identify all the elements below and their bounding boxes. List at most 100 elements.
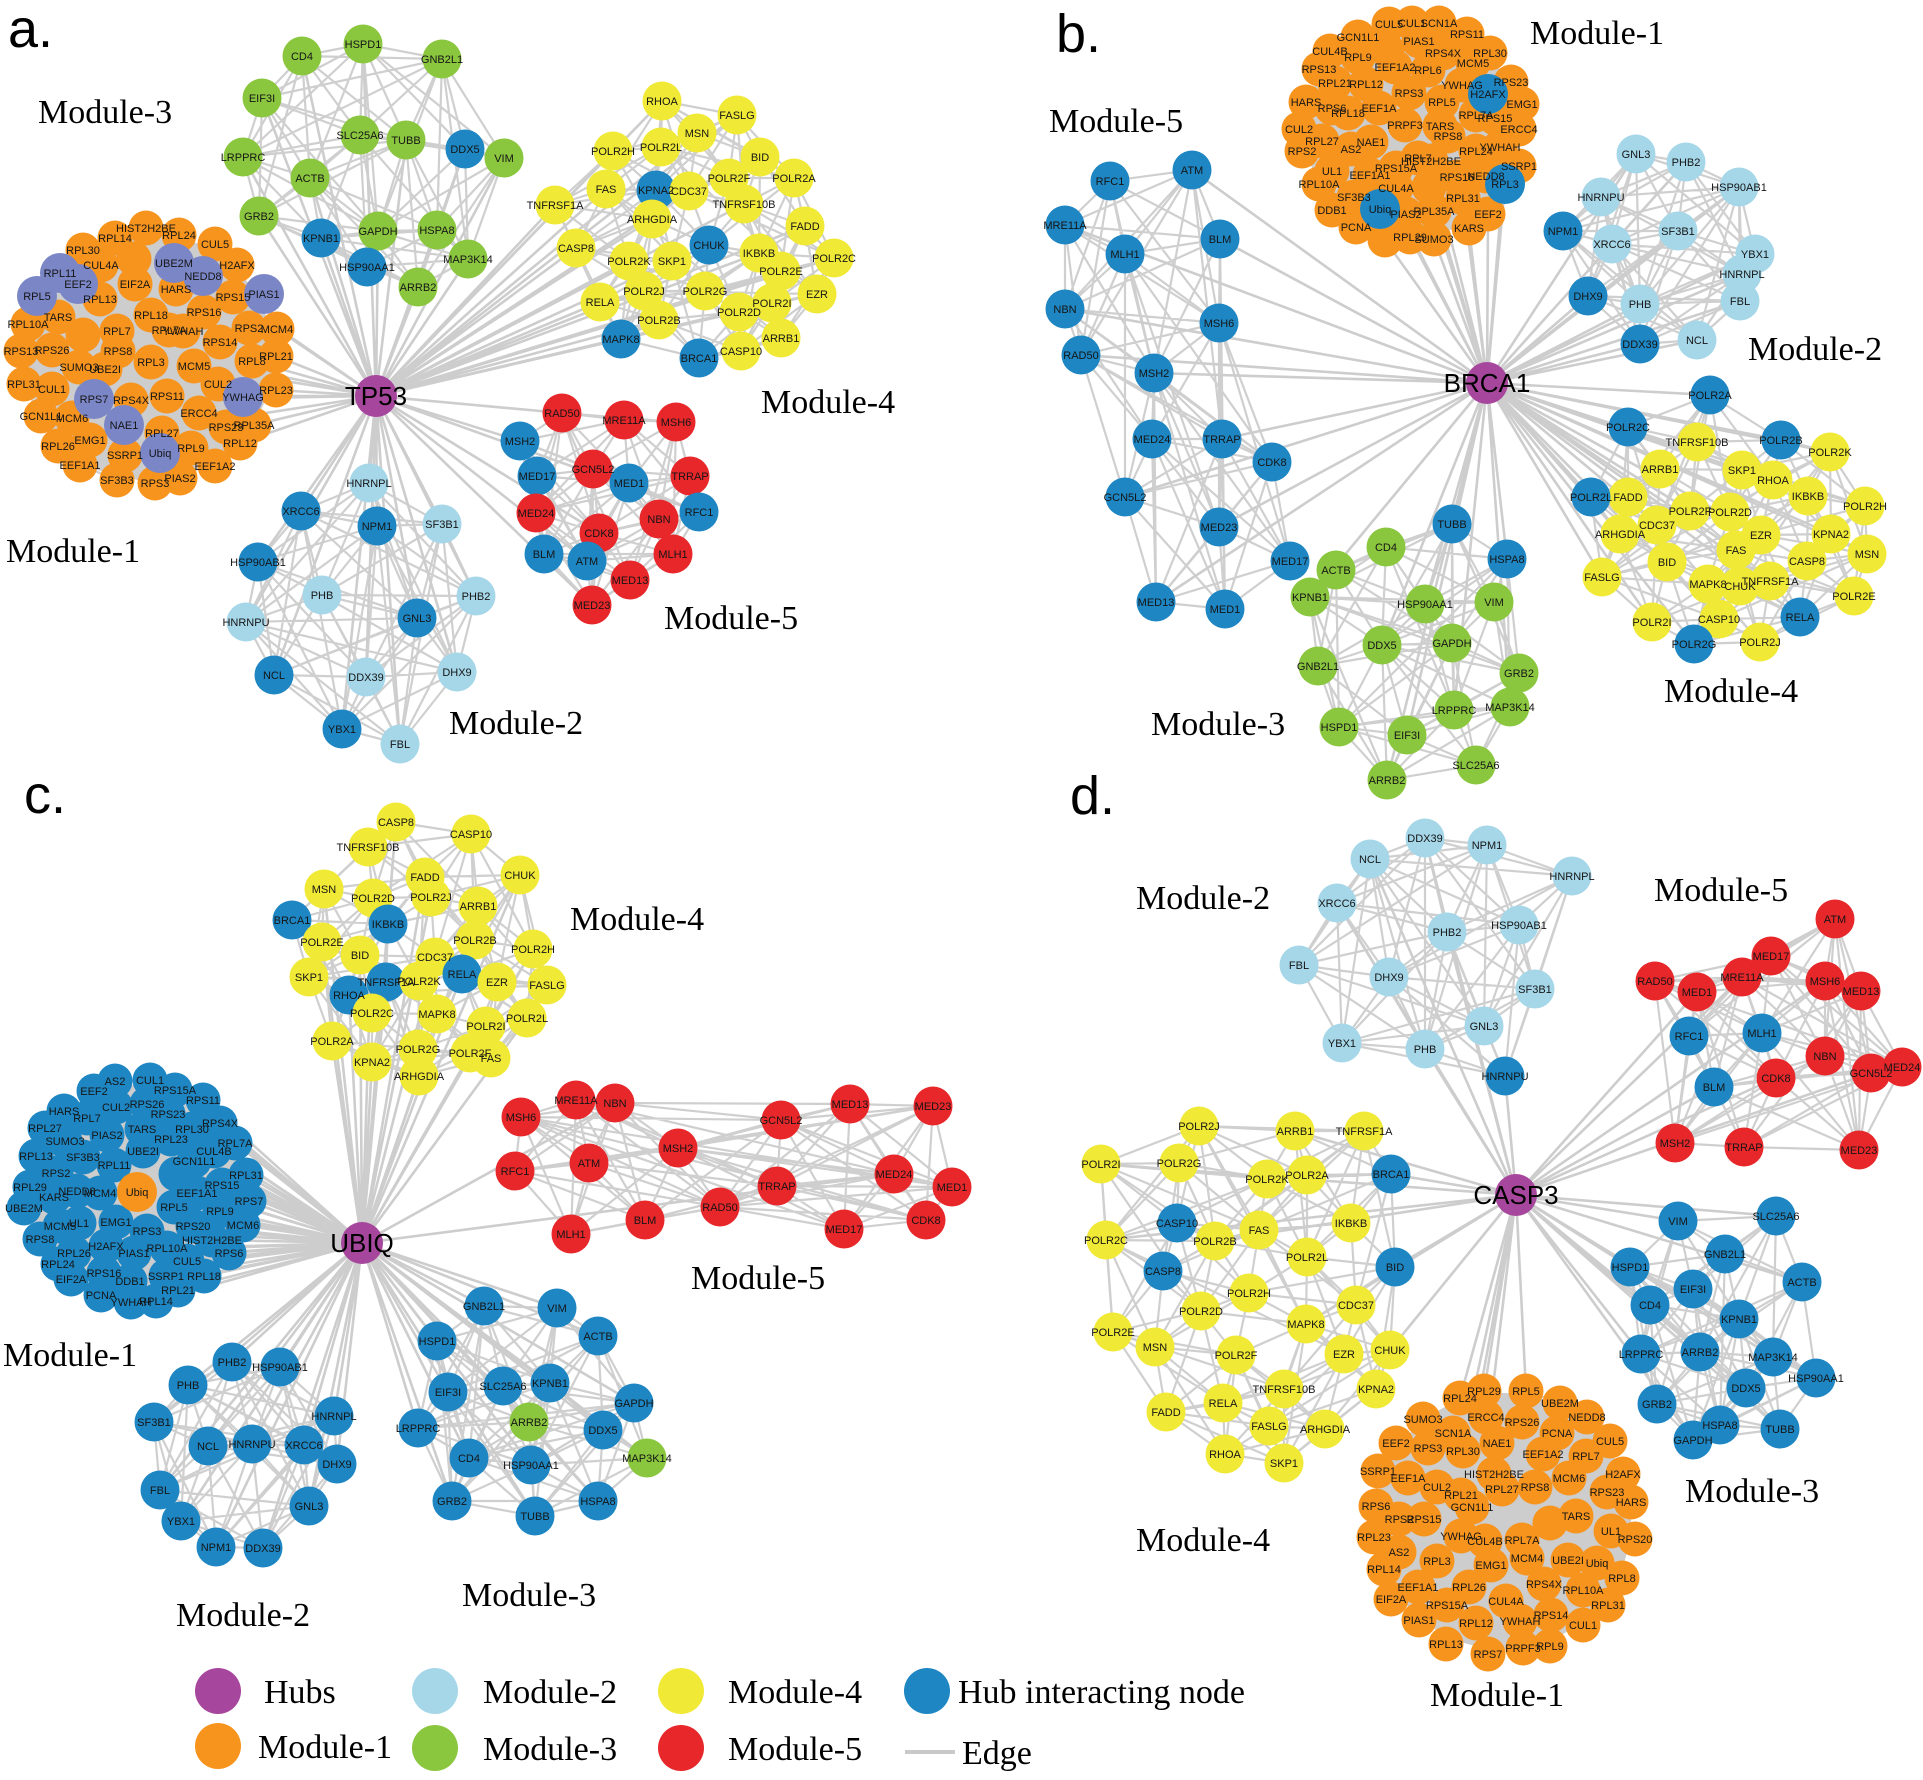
svg-text:MCM6: MCM6 [227, 1220, 259, 1232]
svg-text:TUBB: TUBB [391, 135, 420, 147]
svg-text:RAD50: RAD50 [544, 408, 579, 420]
svg-text:CUL1: CUL1 [38, 384, 66, 396]
svg-text:MED24: MED24 [518, 508, 555, 520]
svg-text:PHB2: PHB2 [1672, 157, 1701, 169]
svg-text:RPL7A: RPL7A [1505, 1535, 1541, 1547]
svg-text:POLR2G: POLR2G [683, 286, 728, 298]
svg-text:EIF2A: EIF2A [1376, 1594, 1407, 1606]
svg-text:RPL35A: RPL35A [1414, 206, 1456, 218]
svg-text:TNFRSF10B: TNFRSF10B [337, 842, 400, 854]
svg-text:MCM5: MCM5 [1457, 58, 1489, 70]
svg-text:POLR2H: POLR2H [1227, 1288, 1271, 1300]
svg-text:TUBB: TUBB [520, 1511, 549, 1523]
svg-text:RPL8: RPL8 [1608, 1573, 1636, 1585]
svg-text:NBN: NBN [1813, 1051, 1836, 1063]
svg-text:MED1: MED1 [614, 478, 645, 490]
svg-text:GNB2L1: GNB2L1 [1704, 1249, 1746, 1261]
svg-text:YWHAH: YWHAH [163, 326, 204, 338]
svg-text:IKBKB: IKBKB [372, 919, 404, 931]
svg-text:TARS: TARS [44, 312, 73, 324]
svg-text:H2AFX: H2AFX [1605, 1469, 1641, 1481]
svg-text:RPL3: RPL3 [137, 357, 165, 369]
svg-text:MSH2: MSH2 [1660, 1138, 1691, 1150]
svg-text:RPS23: RPS23 [151, 1109, 186, 1121]
svg-text:POLR2G: POLR2G [396, 1044, 441, 1056]
svg-text:RPS7: RPS7 [80, 394, 109, 406]
svg-text:MED24: MED24 [1884, 1062, 1921, 1074]
svg-text:BRCA1: BRCA1 [681, 353, 718, 365]
svg-text:HSP90AB1: HSP90AB1 [1491, 920, 1547, 932]
svg-text:EEF1A1: EEF1A1 [1350, 170, 1391, 182]
svg-text:KPNA2: KPNA2 [638, 185, 674, 197]
svg-text:Module-4: Module-4 [761, 384, 895, 421]
svg-text:KPNA2: KPNA2 [1813, 529, 1849, 541]
svg-text:MAPK8: MAPK8 [1287, 1319, 1324, 1331]
svg-text:RPL9: RPL9 [1536, 1641, 1564, 1653]
svg-text:PRPF3: PRPF3 [1387, 120, 1422, 132]
svg-text:BID: BID [351, 950, 369, 962]
svg-text:TRRAP: TRRAP [758, 1181, 795, 1193]
svg-text:Module-2: Module-2 [1136, 880, 1270, 917]
svg-text:SLC25A6: SLC25A6 [1752, 1211, 1799, 1223]
svg-text:CDC37: CDC37 [1338, 1300, 1374, 1312]
svg-text:RPS11: RPS11 [186, 1095, 220, 1107]
svg-text:RPS6: RPS6 [1362, 1501, 1391, 1513]
svg-text:MCM6: MCM6 [56, 413, 88, 425]
svg-text:RPL29: RPL29 [1393, 232, 1427, 244]
svg-text:RPL35A: RPL35A [234, 420, 276, 432]
svg-text:CDK8: CDK8 [584, 528, 613, 540]
svg-text:SF3B3: SF3B3 [1337, 192, 1371, 204]
svg-text:FAS: FAS [1726, 545, 1747, 557]
svg-text:FBL: FBL [390, 739, 410, 751]
svg-text:POLR2H: POLR2H [591, 146, 635, 158]
svg-text:CUL4A: CUL4A [1378, 183, 1414, 195]
svg-text:RPL5: RPL5 [23, 291, 51, 303]
svg-text:RPL30: RPL30 [1446, 1446, 1480, 1458]
svg-text:RPL10A: RPL10A [1299, 179, 1341, 191]
svg-text:RPL13: RPL13 [1429, 1639, 1463, 1651]
svg-text:EIF3I: EIF3I [1680, 1284, 1706, 1296]
svg-text:HIST2H2BE: HIST2H2BE [182, 1235, 242, 1247]
svg-text:SKP1: SKP1 [658, 256, 686, 268]
svg-text:MED13: MED13 [612, 575, 649, 587]
svg-text:SF3B1: SF3B1 [1661, 226, 1695, 238]
svg-text:CD4: CD4 [291, 51, 313, 63]
svg-text:EIF2A: EIF2A [56, 1274, 87, 1286]
svg-text:HSPA8: HSPA8 [419, 225, 454, 237]
svg-text:UBE2M: UBE2M [1541, 1398, 1579, 1410]
svg-text:PHB: PHB [1629, 299, 1652, 311]
svg-text:CASP8: CASP8 [378, 817, 414, 829]
svg-text:POLR2D: POLR2D [717, 307, 761, 319]
svg-text:BLM: BLM [1703, 1082, 1726, 1094]
svg-text:RPS6: RPS6 [215, 1248, 244, 1260]
svg-text:Module-5: Module-5 [691, 1260, 825, 1297]
svg-text:CDK8: CDK8 [1257, 457, 1286, 469]
svg-text:ATM: ATM [1181, 165, 1203, 177]
svg-text:KARS: KARS [39, 1192, 69, 1204]
svg-text:FADD: FADD [790, 221, 819, 233]
svg-text:RPL24: RPL24 [162, 230, 196, 242]
svg-text:XRCC6: XRCC6 [285, 1440, 322, 1452]
svg-text:RPL12: RPL12 [1459, 1618, 1493, 1630]
svg-text:FAS: FAS [596, 184, 617, 196]
svg-text:SUMO3: SUMO3 [45, 1136, 84, 1148]
svg-text:KPNB1: KPNB1 [1292, 592, 1328, 604]
svg-text:BRCA1: BRCA1 [274, 915, 311, 927]
svg-text:POLR2B: POLR2B [1193, 1236, 1236, 1248]
svg-text:GCN1L1: GCN1L1 [1337, 32, 1380, 44]
svg-text:RPS23: RPS23 [209, 422, 244, 434]
svg-text:RELA: RELA [1209, 1398, 1238, 1410]
svg-text:RPS15: RPS15 [1407, 1514, 1442, 1526]
svg-text:GNL3: GNL3 [403, 613, 432, 625]
svg-text:POLR2L: POLR2L [1570, 492, 1612, 504]
svg-text:GAPDH: GAPDH [614, 1398, 653, 1410]
svg-text:ARRB2: ARRB2 [511, 1417, 548, 1429]
svg-text:RPL8: RPL8 [238, 356, 266, 368]
svg-text:GCN1L1: GCN1L1 [20, 411, 63, 423]
svg-text:MED1: MED1 [1210, 604, 1241, 616]
svg-text:POLR2G: POLR2G [1157, 1158, 1202, 1170]
svg-text:PCNA: PCNA [1542, 1428, 1573, 1440]
svg-text:RPS11: RPS11 [150, 391, 184, 403]
svg-text:CUL5: CUL5 [201, 239, 229, 251]
svg-text:CASP10: CASP10 [720, 346, 762, 358]
